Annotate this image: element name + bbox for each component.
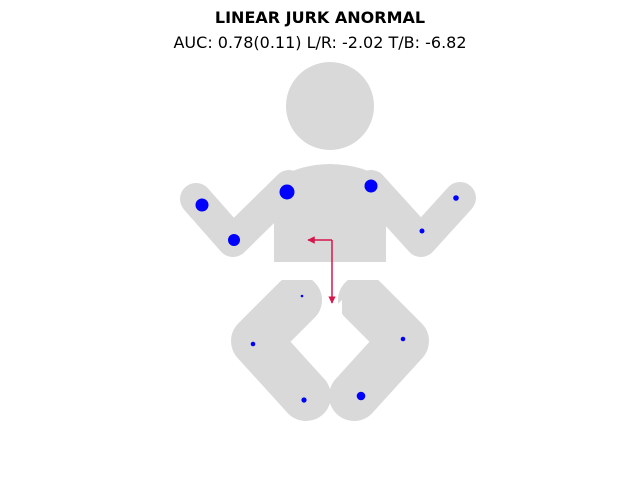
- left-elbow-marker: [228, 234, 240, 246]
- left-knee-marker: [250, 341, 256, 347]
- right-leg: [329, 275, 429, 421]
- head: [286, 62, 374, 150]
- markers: [195, 179, 459, 403]
- chart-title: LINEAR JURK ANORMAL: [214, 8, 426, 27]
- center-of-pressure-arrows: [307, 236, 336, 304]
- left-foot-marker: [301, 397, 307, 403]
- right-foot-marker: [356, 391, 366, 401]
- right-arm: [355, 170, 476, 257]
- chart-subtitle: AUC: 0.78(0.11) L/R: -2.02 T/B: -6.82: [173, 33, 467, 52]
- right-elbow-marker: [419, 228, 425, 234]
- right-shoulder-marker: [364, 179, 378, 193]
- right-knee-marker: [400, 336, 406, 342]
- left-hand-marker: [195, 198, 209, 212]
- hip-marker: [300, 294, 304, 298]
- left-shoulder-marker: [279, 184, 295, 200]
- left-leg: [231, 275, 331, 421]
- right-hand-marker: [453, 195, 459, 201]
- limb-gaps: [250, 262, 410, 360]
